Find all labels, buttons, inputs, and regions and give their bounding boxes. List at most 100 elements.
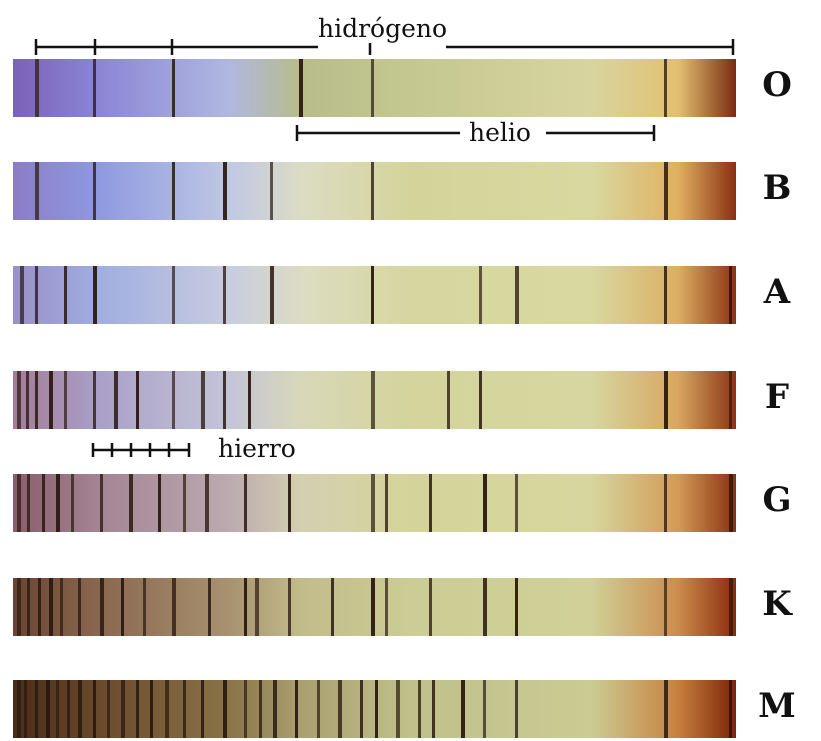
absorption-line [728,680,732,738]
absorption-line [663,578,667,636]
absorption-line [34,59,39,117]
absorption-line [49,371,54,429]
absorption-line [294,680,298,738]
absorption-line [16,371,21,429]
class-label-b: B [762,168,792,208]
absorption-line [56,474,61,532]
absorption-line [370,474,375,532]
absorption-line [244,680,248,738]
absorption-line [20,266,25,324]
absorption-line [331,578,335,636]
iron-label: hierro [212,434,302,463]
absorption-line [515,578,519,636]
absorption-line [34,266,38,324]
absorption-line [255,578,260,636]
absorption-line [143,578,147,636]
absorption-line [273,680,278,738]
absorption-line [27,474,31,532]
absorption-line [222,371,226,429]
absorption-line [182,680,186,738]
absorption-line [63,371,67,429]
class-label-g: G [762,480,792,520]
absorption-line [432,680,436,738]
absorption-line [172,162,176,220]
absorption-line [663,371,668,429]
absorption-line [172,371,176,429]
absorption-line [370,59,374,117]
absorption-line [482,680,486,738]
absorption-line [182,474,186,532]
absorption-line [99,578,104,636]
absorption-line [92,59,96,117]
absorption-line [515,266,520,324]
absorption-line [92,371,96,429]
absorption-line [157,474,161,532]
absorption-line [200,371,205,429]
absorption-line [92,162,96,220]
absorption-line [41,474,45,532]
spectrum-o [13,59,736,117]
absorption-line [269,266,274,324]
absorption-line [728,266,732,324]
absorption-line [428,578,432,636]
absorption-line [172,59,176,117]
class-label-a: A [763,272,791,312]
absorption-line [172,578,177,636]
absorption-line [370,266,374,324]
class-label-k: K [762,584,792,624]
absorption-line [258,680,262,738]
absorption-line [200,680,204,738]
absorption-line [247,371,251,429]
absorption-line [482,578,487,636]
helium-label: helio [463,118,537,147]
spectrum-g [13,474,736,532]
spectrum-f [13,371,736,429]
absorption-line [26,371,29,429]
absorption-line [34,162,39,220]
spectrum-m [13,680,736,738]
absorption-line [16,578,21,636]
absorption-line [59,578,63,636]
iron-bracket [91,443,191,457]
absorption-line [49,578,54,636]
absorption-line [67,680,71,738]
absorption-line [479,266,483,324]
absorption-line [92,266,97,324]
spectrum-b [13,162,736,220]
absorption-line [222,266,226,324]
absorption-line [204,474,209,532]
absorption-line [78,578,82,636]
absorption-line [385,474,389,532]
absorption-line [70,474,74,532]
absorption-line [479,371,483,429]
absorption-line [78,680,83,738]
absorption-line [663,59,667,117]
absorption-line [244,578,248,636]
absorption-line [92,680,96,738]
absorption-line [370,371,375,429]
absorption-line [16,680,21,738]
absorption-line [396,680,401,738]
absorption-line [164,680,169,738]
absorption-line [316,680,320,738]
absorption-line [298,59,303,117]
absorption-line [515,680,519,738]
absorption-line [385,578,389,636]
absorption-line [428,474,432,532]
absorption-line [663,474,667,532]
absorption-line [728,474,733,532]
absorption-line [38,578,42,636]
absorption-line [370,578,375,636]
absorption-line [106,680,110,738]
absorption-line [222,162,227,220]
absorption-line [63,266,67,324]
absorption-line [27,578,31,636]
absorption-line [244,474,248,532]
absorption-line [172,266,176,324]
absorption-line [222,680,227,738]
absorption-line [446,371,450,429]
absorption-line [374,680,378,738]
absorption-line [360,680,364,738]
hydrogen-label: hidrógeno [312,14,454,43]
